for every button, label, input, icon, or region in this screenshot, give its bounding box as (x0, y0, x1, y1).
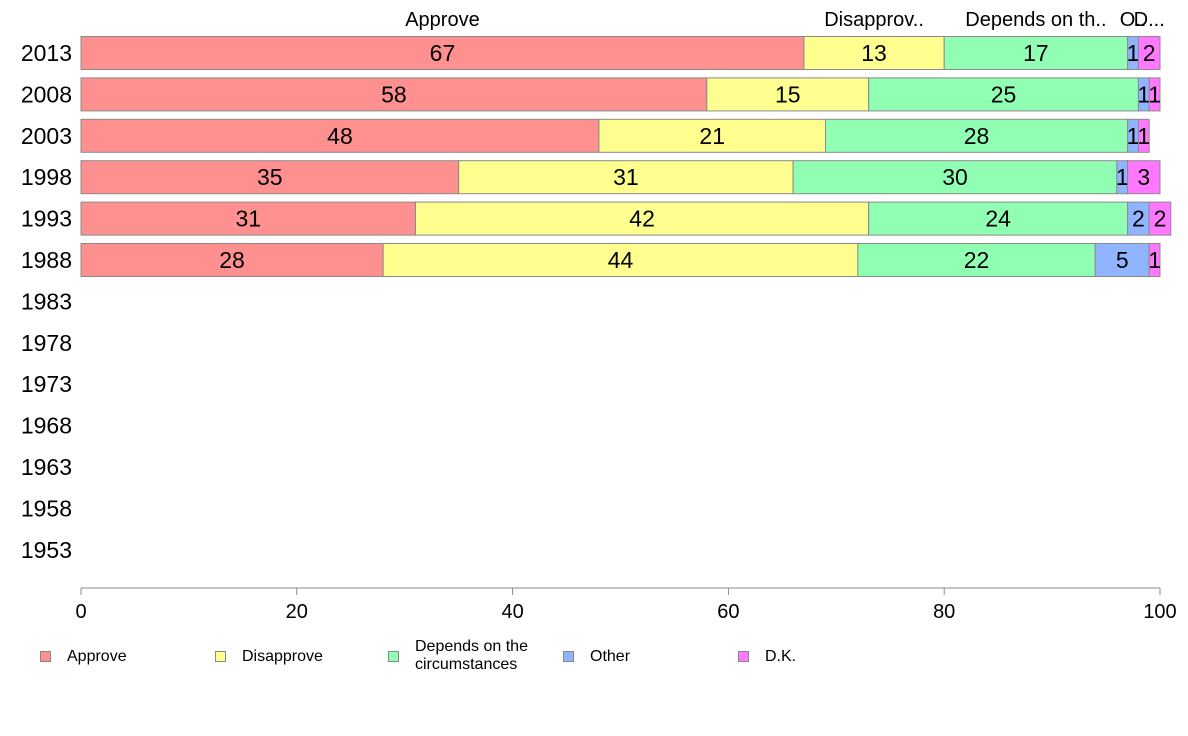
data-label: 28 (964, 123, 990, 149)
bar-segment (1148, 201, 1172, 236)
data-label: 24 (985, 206, 1011, 232)
legend-label-approve: Approve (67, 648, 127, 665)
data-label: 42 (629, 206, 655, 232)
legend-item-depends: Depends on the circumstances (388, 638, 550, 674)
data-label: 3 (1137, 164, 1150, 190)
data-label: 67 (430, 40, 456, 66)
bar-segment (80, 77, 708, 112)
bar-segment (458, 160, 794, 195)
data-label: 35 (257, 164, 283, 190)
legend: Approve Disapprove Depends on the circum… (0, 638, 1188, 688)
data-label: 44 (608, 247, 634, 273)
legend-label-disapprove: Disapprove (242, 648, 323, 665)
series-top-label: Depends on th.. (965, 9, 1106, 31)
data-label: 13 (861, 40, 887, 66)
series-top-label: Approve (405, 9, 480, 31)
y-tick-label: 1953 (21, 537, 72, 563)
bar-segment (943, 36, 1129, 70)
series-top-label: Disapprov.. (824, 9, 924, 31)
legend-swatch-other (563, 651, 574, 662)
data-label: 1 (1148, 81, 1161, 107)
data-label: 31 (235, 206, 261, 232)
y-tick-label: 1978 (21, 330, 72, 356)
x-tick-label: 20 (286, 601, 308, 623)
x-tick-label: 100 (1143, 601, 1176, 623)
bar-segment (857, 243, 1096, 277)
data-label: 2 (1132, 206, 1145, 232)
data-label: 1 (1116, 164, 1129, 190)
y-tick-label: 1988 (21, 247, 72, 273)
bar-segment (868, 201, 1129, 236)
data-label: 1 (1127, 40, 1140, 66)
data-label: 25 (991, 81, 1017, 107)
data-label: 1 (1137, 81, 1150, 107)
series-top-label: O.. (1120, 9, 1147, 31)
bar-segment (382, 243, 859, 277)
data-label: 31 (613, 164, 639, 190)
bar-segment (80, 160, 460, 195)
data-label: 22 (964, 247, 990, 273)
data-label: 15 (775, 81, 801, 107)
legend-label-other: Other (590, 648, 631, 665)
y-tick-label: 1958 (21, 495, 72, 521)
x-tick-label: 60 (717, 601, 739, 623)
bar-segment (792, 160, 1118, 195)
data-label: 2 (1154, 206, 1167, 232)
y-tick-label: 2013 (21, 40, 72, 66)
series-top-label: D... (1134, 9, 1165, 31)
bar-segment (1137, 36, 1161, 70)
bar-segment (80, 36, 805, 70)
y-tick-label: 1983 (21, 288, 72, 314)
bar-segment (1094, 243, 1150, 277)
data-label: 1 (1137, 123, 1150, 149)
y-tick-label: 1963 (21, 454, 72, 480)
bar-segment (803, 36, 945, 70)
y-tick-label: 1998 (21, 164, 72, 190)
data-label: 30 (942, 164, 968, 190)
y-tick-label: 1973 (21, 371, 72, 397)
y-tick-label: 2003 (21, 123, 72, 149)
y-tick-label: 1993 (21, 206, 72, 232)
data-label: 1 (1127, 123, 1140, 149)
data-label: 58 (381, 81, 407, 107)
x-tick-label: 0 (75, 601, 86, 623)
legend-swatch-dk (738, 651, 749, 662)
bar-segment (80, 201, 416, 236)
bar-segment (80, 243, 384, 277)
bar-segment (598, 118, 827, 153)
legend-item-other: Other (563, 638, 730, 666)
legend-item-approve: Approve (40, 638, 207, 666)
data-label: 17 (1023, 40, 1049, 66)
legend-swatch-approve (40, 651, 51, 662)
bar-segment (706, 77, 870, 112)
data-label: 48 (327, 123, 353, 149)
data-label: 5 (1116, 247, 1129, 273)
bar-segment (825, 118, 1129, 153)
bar-segment (1137, 118, 1150, 153)
y-tick-label: 1968 (21, 413, 72, 439)
legend-swatch-disapprove (215, 651, 226, 662)
legend-label-dk: D.K. (765, 648, 797, 665)
data-label: 1 (1148, 247, 1161, 273)
bar-segment (1148, 243, 1161, 277)
bar-segment (414, 201, 870, 236)
data-label: 2 (1143, 40, 1156, 66)
legend-label-depends: Depends on the circumstances (415, 638, 528, 673)
legend-item-dk: D.K. (738, 638, 905, 666)
bar-segment (1127, 160, 1161, 195)
bar-segment (868, 77, 1139, 112)
bar-segment (1148, 77, 1161, 112)
bar-segment (80, 118, 600, 153)
legend-item-disapprove: Disapprove (215, 638, 382, 666)
legend-swatch-depends (388, 651, 399, 662)
data-label: 28 (219, 247, 245, 273)
stacked-bar-chart: 2013200820031998199319881983197819731968… (21, 9, 1177, 623)
x-tick-label: 40 (501, 601, 523, 623)
data-label: 21 (699, 123, 725, 149)
y-tick-label: 2008 (21, 81, 72, 107)
x-tick-label: 80 (933, 601, 955, 623)
